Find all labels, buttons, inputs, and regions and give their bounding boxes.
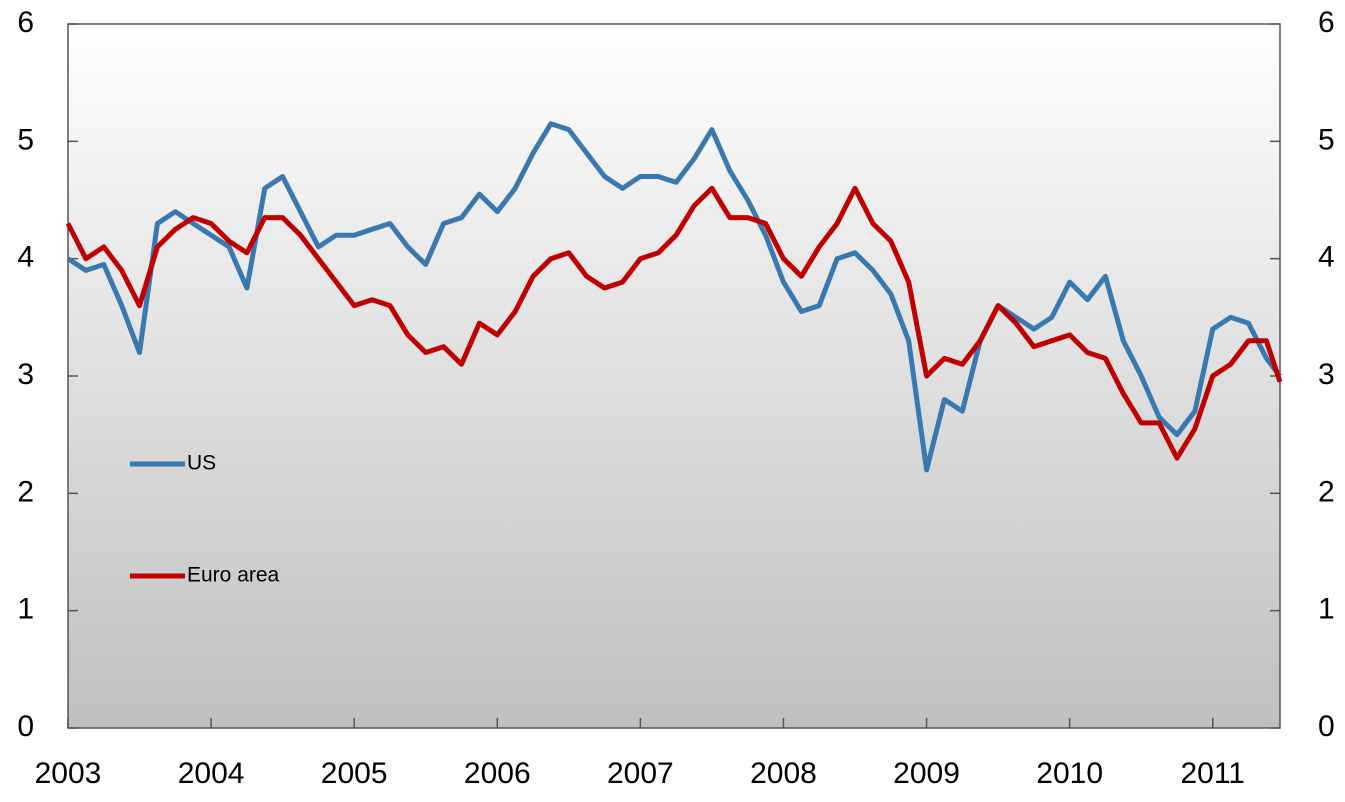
y-tick-label: 6 [17,6,34,39]
y-tick-label: 1 [17,593,34,626]
y-tick-label: 3 [17,358,34,391]
x-tick-label: 2010 [1036,757,1103,790]
x-tick-label: 2011 [1180,757,1245,790]
y-tick-label: 5 [17,123,34,156]
x-tick-label: 2007 [607,757,674,790]
y2-tick-label: 0 [1318,710,1335,743]
x-tick-label: 2005 [321,757,388,790]
y-tick-label: 2 [17,475,34,508]
y2-tick-label: 3 [1318,358,1335,391]
x-tick-label: 2003 [35,757,102,790]
legend-label: US [187,452,216,475]
y2-tick-label: 6 [1318,6,1335,39]
y2-tick-label: 4 [1318,241,1335,274]
legend-label: Euro area [187,564,280,587]
x-tick-label: 2004 [178,757,245,790]
y2-tick-label: 2 [1318,475,1335,508]
y-tick-label: 0 [17,710,34,743]
x-tick-label: 2009 [893,757,960,790]
series-line [65,185,1283,461]
series-line [66,121,1282,473]
y-tick-label: 4 [17,241,34,274]
x-tick-label: 2006 [464,757,531,790]
x-tick-label: 2008 [750,757,817,790]
y2-tick-label: 1 [1318,593,1335,626]
y2-tick-label: 5 [1318,123,1335,156]
plot-area [67,23,1281,729]
